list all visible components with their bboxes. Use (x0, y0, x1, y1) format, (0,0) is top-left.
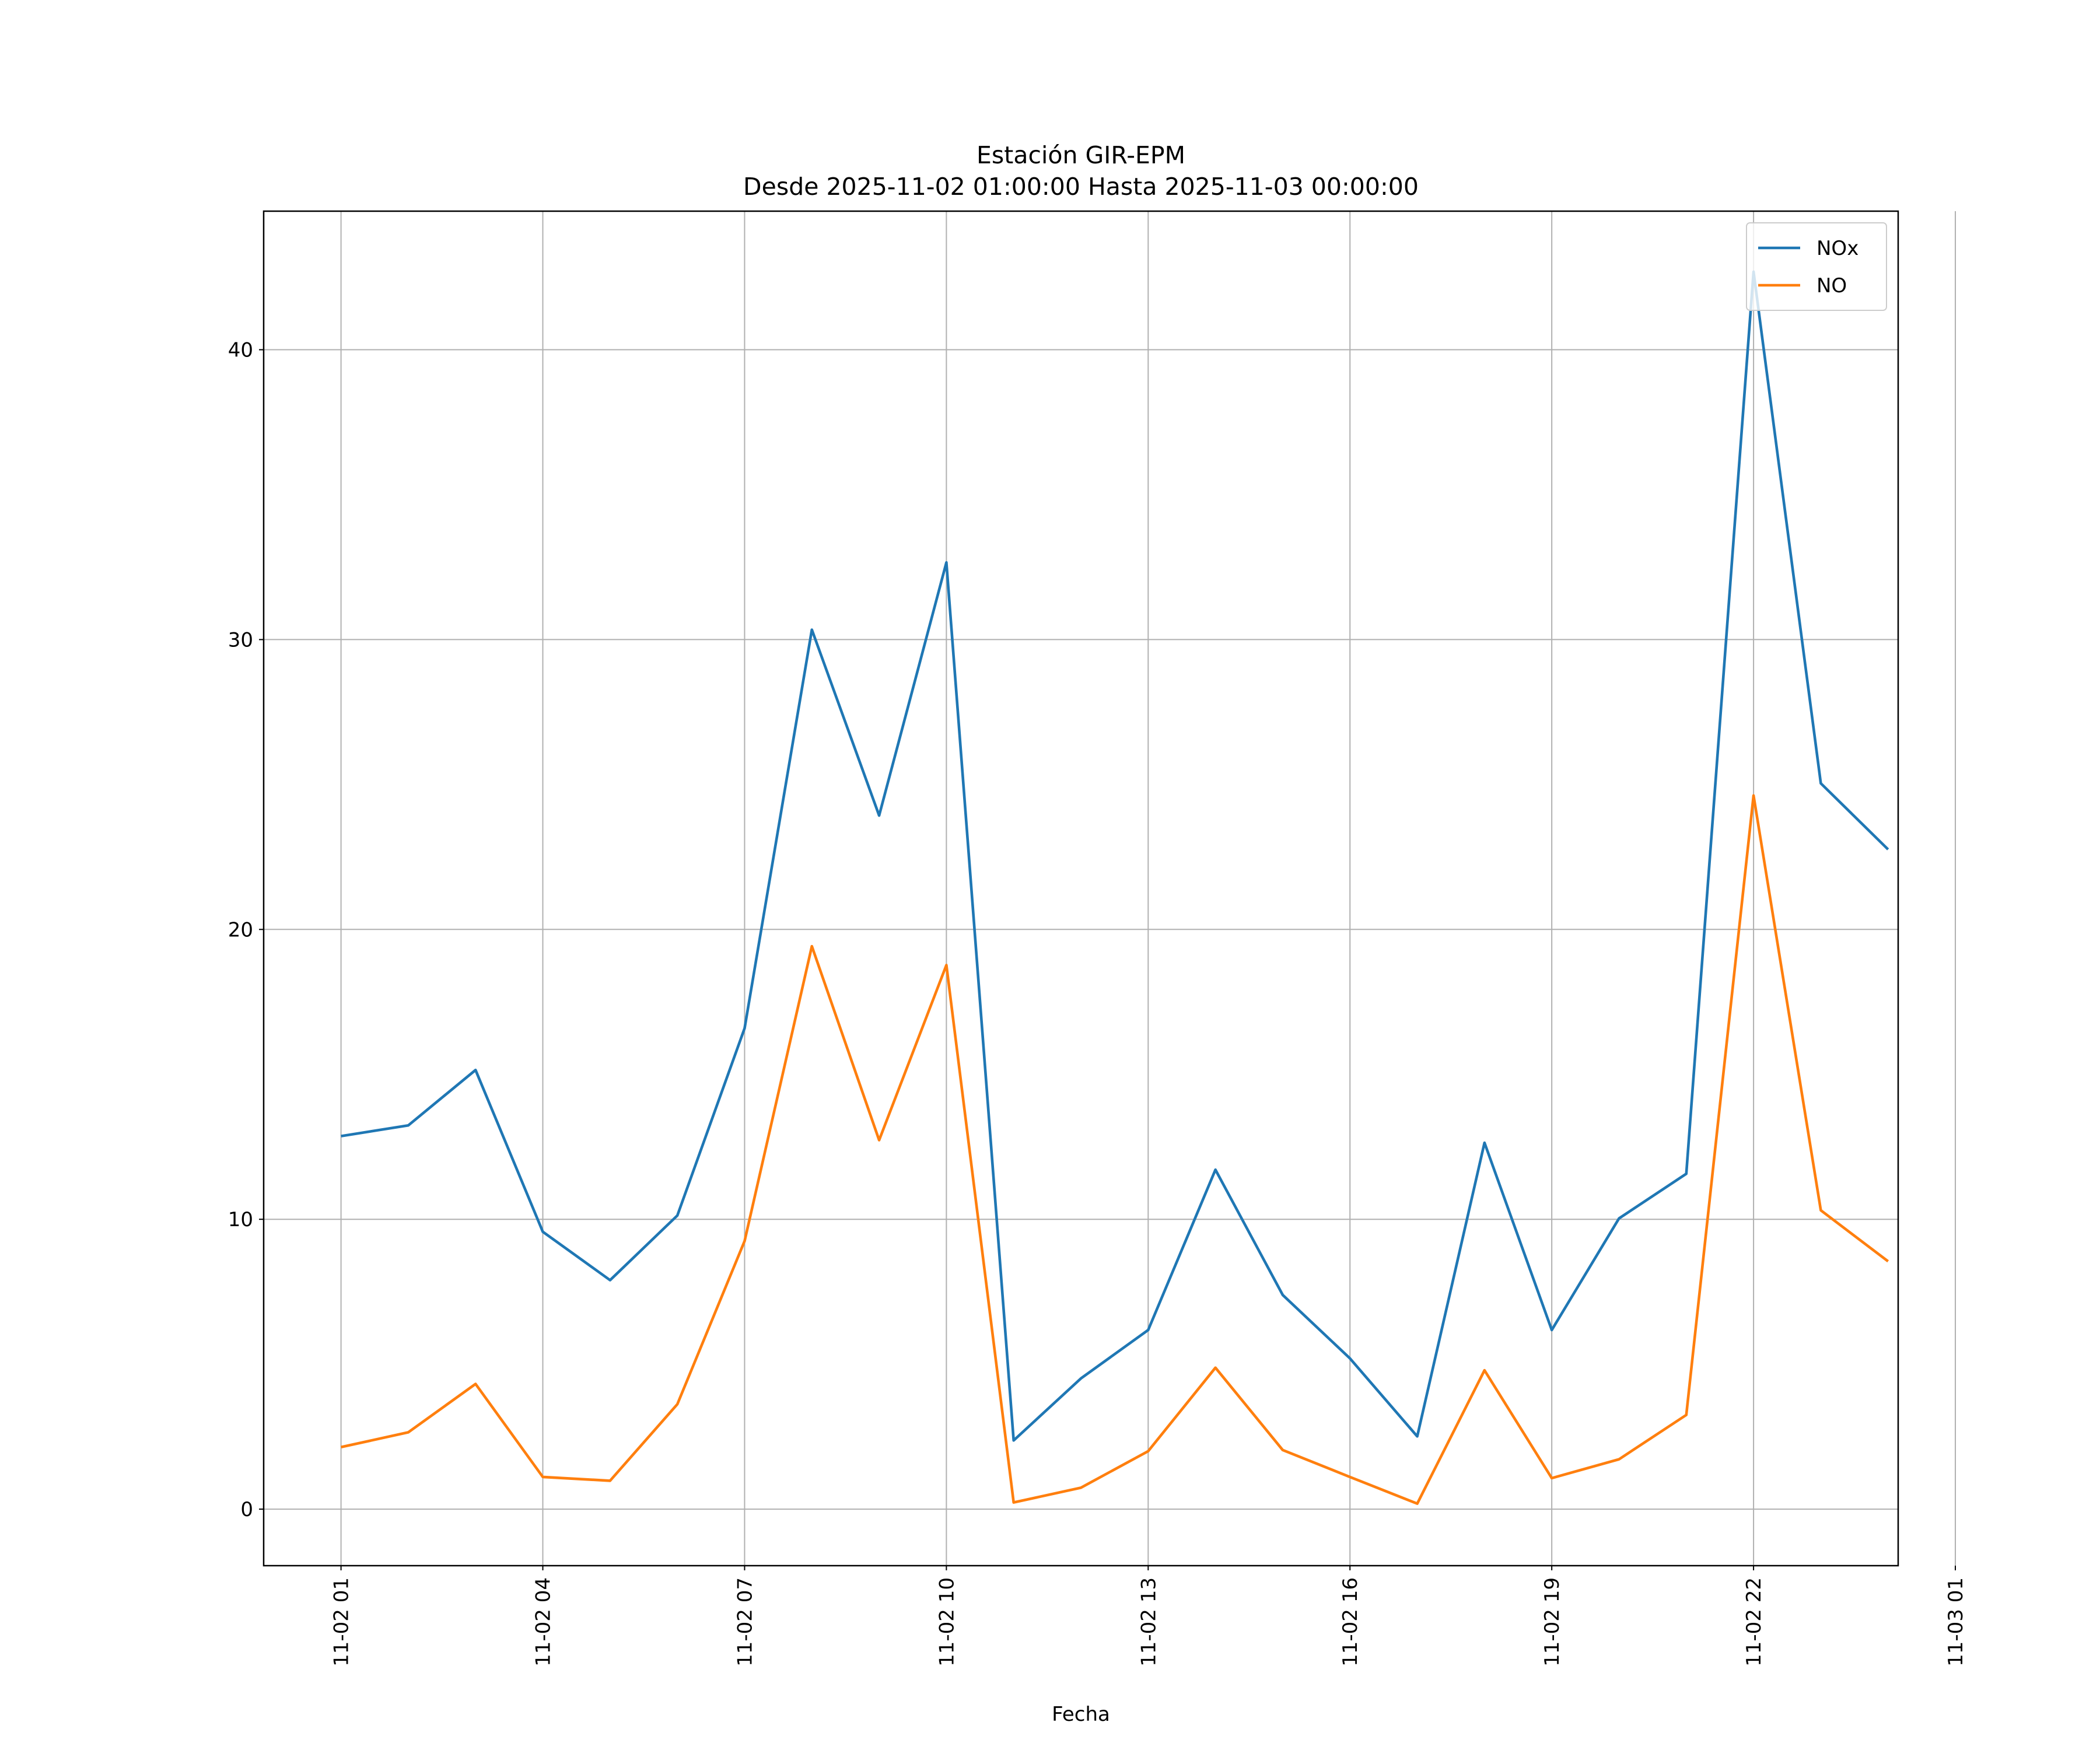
y-tick-label: 10 (228, 1208, 253, 1231)
legend-box (1746, 222, 1887, 311)
x-tick-label: 11-02 04 (532, 1577, 555, 1667)
chart-title: Estación GIR-EPM (977, 141, 1185, 169)
x-tick-label: 11-02 22 (1742, 1577, 1766, 1667)
x-tick-label: 11-02 13 (1137, 1577, 1160, 1667)
chart-subtitle: Desde 2025-11-02 01:00:00 Hasta 2025-11-… (743, 173, 1419, 201)
legend-label: NO (1817, 274, 1847, 298)
plot-frame (262, 210, 1899, 1567)
data-line (341, 270, 1889, 1442)
x-tick-label: 11-02 10 (935, 1577, 958, 1667)
x-tick-label: 11-02 01 (330, 1577, 354, 1667)
x-tick-label: 11-02 07 (733, 1577, 757, 1667)
y-tick-label: 0 (240, 1498, 253, 1521)
x-tick-label: 11-03 01 (1944, 1577, 1968, 1667)
x-axis-label: Fecha (1052, 1703, 1110, 1726)
data-line (341, 794, 1889, 1505)
y-tick-label: 20 (228, 918, 253, 942)
x-tick-label: 11-02 19 (1541, 1577, 1564, 1667)
y-tick-label: 30 (228, 628, 253, 652)
legend-label: NOx (1817, 237, 1859, 260)
y-tick-label: 40 (228, 339, 253, 362)
x-tick-label: 11-02 16 (1339, 1577, 1362, 1667)
